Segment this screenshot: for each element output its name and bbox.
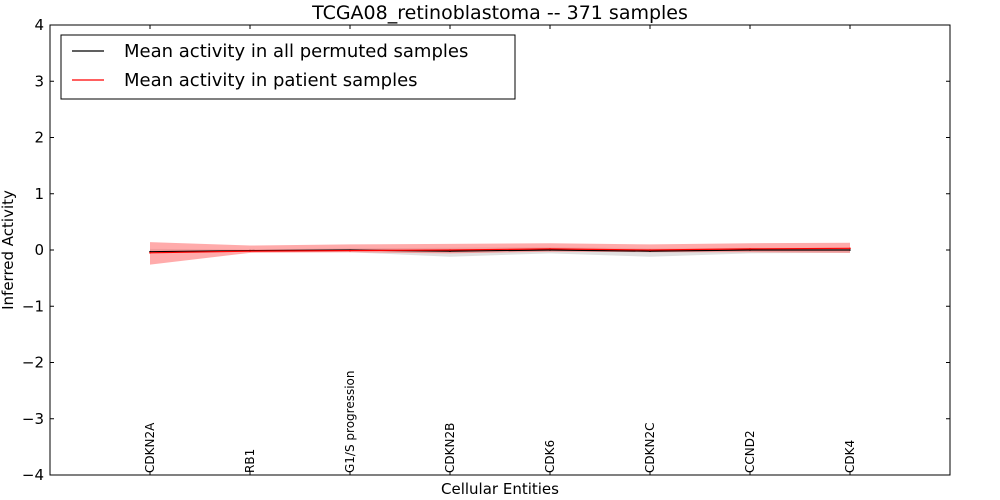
series-line-segment (549, 248, 651, 251)
x-tick-label: CDK6 (543, 440, 557, 473)
x-tick-label: CCND2 (743, 430, 757, 473)
y-tick-label: 1 (34, 185, 44, 203)
legend-box (60, 34, 516, 100)
legend-label-permuted: Mean activity in all permuted samples (124, 41, 468, 62)
data-point (649, 249, 651, 251)
x-tick-label: CDKN2C (643, 423, 657, 473)
chart-title: TCGA08_retinoblastoma -- 371 samples (311, 2, 688, 24)
series-line-segment (649, 249, 751, 252)
y-tick-label: −4 (22, 466, 44, 484)
y-tick-label: 2 (34, 129, 44, 147)
x-axis: CDKN2A RB1 G1/S progression CDKN2B CDK6 CDKN2… (143, 25, 857, 475)
data-point (749, 249, 751, 251)
y-axis-label: Inferred Activity (0, 190, 17, 310)
y-tick-label: −3 (22, 410, 44, 428)
series-line-segment (549, 249, 651, 252)
legend-label-patient: Mean activity in patient samples (124, 70, 418, 91)
series-line-segment (449, 248, 551, 251)
series-line-segment (649, 248, 751, 251)
confidence-band (150, 242, 850, 265)
y-tick-label: 4 (34, 16, 44, 34)
data-point (249, 250, 251, 252)
series-line-segment (149, 250, 251, 254)
data-point (149, 252, 151, 254)
y-axis: 4 3 2 1 0 −1 −2 −3 −4 (22, 16, 950, 484)
x-tick-label: CDKN2B (443, 423, 457, 473)
x-axis-label: Cellular Entities (441, 480, 559, 498)
y-tick-label: 0 (34, 241, 44, 259)
data-point (849, 249, 851, 251)
y-tick-label: −1 (22, 297, 44, 315)
x-tick-label: G1/S progression (343, 371, 357, 474)
data-point (749, 248, 751, 250)
series-line-segment (249, 249, 351, 252)
y-tick-label: −2 (22, 354, 44, 372)
series-lines (149, 247, 851, 254)
x-tick-label: CDKN2A (143, 422, 157, 473)
data-point (149, 250, 151, 253)
data-point (549, 249, 551, 251)
data-point (349, 249, 351, 252)
data-point (449, 250, 451, 252)
data-point (649, 250, 651, 252)
series-line-segment (749, 247, 851, 250)
data-point (449, 249, 451, 251)
series-line-segment (149, 249, 251, 253)
data-point (549, 248, 551, 250)
y-tick-label: 3 (34, 72, 44, 90)
series-line-segment (349, 249, 451, 252)
series-line-segment (449, 249, 551, 252)
data-point (849, 247, 851, 250)
legend: Mean activity in all permuted samples Me… (60, 34, 516, 100)
x-tick-label: CDK4 (843, 440, 857, 473)
x-tick-label: RB1 (243, 449, 257, 473)
